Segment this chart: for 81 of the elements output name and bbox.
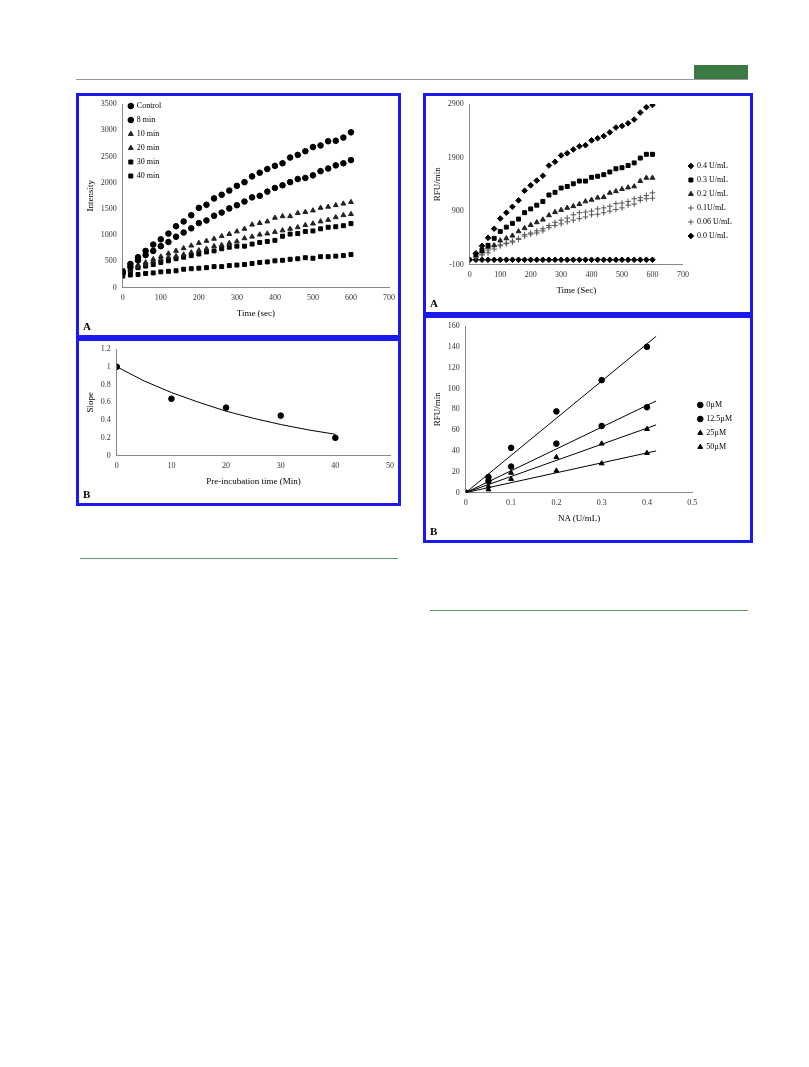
x-tick-label: 0.2 bbox=[551, 498, 562, 508]
y-axis-title: RFU/min bbox=[431, 166, 442, 202]
x-tick-label: 40 bbox=[331, 461, 340, 471]
legend-label: 0.06 U/mL bbox=[696, 217, 733, 227]
x-tick-label: 600 bbox=[344, 293, 357, 303]
y-axis-title: Slope bbox=[84, 392, 95, 413]
legend-label: Control bbox=[136, 101, 163, 111]
x-tick-label: 100 bbox=[154, 293, 167, 303]
legend-label: 30 min bbox=[136, 157, 160, 167]
y-tick-label: 0 bbox=[455, 487, 460, 497]
y-tick-label: 1900 bbox=[447, 152, 464, 162]
y-tick-label: 900 bbox=[451, 206, 464, 216]
y-tick-label: 500 bbox=[104, 256, 117, 266]
y-tick-label: 1000 bbox=[100, 230, 117, 240]
y-tick-label: 160 bbox=[447, 321, 460, 331]
y-tick-label: 2000 bbox=[100, 177, 117, 187]
x-tick-label: 0.4 bbox=[641, 498, 652, 508]
legend-label: 0.1U/mL bbox=[696, 203, 727, 213]
x-tick-label: 50 bbox=[386, 461, 394, 471]
legend-label: 50µM bbox=[706, 442, 727, 452]
y-tick-label: 100 bbox=[447, 383, 460, 393]
y-tick-label: 3500 bbox=[100, 99, 117, 109]
x-tick-label: 30 bbox=[276, 461, 285, 471]
x-tick-label: 100 bbox=[494, 270, 507, 280]
x-tick-label: 300 bbox=[555, 270, 568, 280]
x-tick-label: 200 bbox=[192, 293, 205, 303]
y-tick-label: 2500 bbox=[100, 151, 117, 161]
y-tick-label: 0.8 bbox=[100, 379, 111, 389]
legend-label: 25µM bbox=[706, 428, 727, 438]
x-tick-label: 300 bbox=[230, 293, 243, 303]
x-tick-label: 0.5 bbox=[687, 498, 698, 508]
x-tick-label: 500 bbox=[616, 270, 629, 280]
x-tick-label: 0 bbox=[120, 293, 125, 303]
legend-label: 0.0 U/mL bbox=[696, 231, 729, 241]
x-axis-title: NA (U/mL) bbox=[557, 512, 601, 523]
legend-label: 0.3 U/mL bbox=[696, 175, 729, 185]
x-tick-label: 0.1 bbox=[506, 498, 517, 508]
y-tick-label: 80 bbox=[451, 404, 460, 414]
text: A bbox=[83, 320, 91, 333]
y-tick-label: 0.2 bbox=[100, 432, 111, 442]
y-tick-label: 0 bbox=[112, 282, 117, 292]
y-tick-label: 120 bbox=[447, 362, 460, 372]
x-axis-title: Time (Sec) bbox=[556, 284, 597, 295]
legend-label: 10 min bbox=[136, 129, 160, 139]
legend-label: 0.2 U/mL bbox=[696, 189, 729, 199]
x-tick-label: 700 bbox=[383, 293, 395, 303]
x-axis-title: Pre-incubation time (Min) bbox=[206, 475, 301, 486]
y-tick-label: 60 bbox=[451, 425, 460, 435]
y-tick-label: 1500 bbox=[100, 204, 117, 214]
y-tick-label: 0.4 bbox=[100, 415, 111, 425]
x-tick-label: 700 bbox=[676, 270, 689, 280]
y-tick-label: 1 bbox=[106, 361, 111, 371]
x-tick-label: 600 bbox=[646, 270, 659, 280]
legend-label: 20 min bbox=[136, 143, 160, 153]
y-tick-label: 40 bbox=[451, 446, 460, 456]
x-tick-label: 0.3 bbox=[596, 498, 607, 508]
legend-label: 0µM bbox=[706, 400, 723, 410]
y-tick-label: 0.6 bbox=[100, 397, 111, 407]
y-tick-label: 2900 bbox=[447, 99, 464, 109]
y-axis-title: Intensity bbox=[84, 179, 95, 212]
y-tick-label: 140 bbox=[447, 341, 460, 351]
x-tick-label: 200 bbox=[524, 270, 537, 280]
x-tick-label: 400 bbox=[268, 293, 281, 303]
legend-label: 0.4 U/mL bbox=[696, 161, 729, 171]
y-tick-label: -100 bbox=[449, 259, 464, 269]
y-tick-label: 1.2 bbox=[100, 344, 111, 354]
x-tick-label: 10 bbox=[167, 461, 176, 471]
text: B bbox=[83, 488, 91, 501]
y-axis-title: RFU/min bbox=[431, 391, 442, 427]
y-tick-label: 0 bbox=[106, 450, 111, 460]
text: B bbox=[430, 525, 438, 538]
x-tick-label: 400 bbox=[585, 270, 598, 280]
y-tick-label: 3000 bbox=[100, 125, 117, 135]
legend-label: 8 min bbox=[136, 115, 156, 125]
text: A bbox=[430, 297, 438, 310]
x-tick-label: 500 bbox=[306, 293, 319, 303]
x-tick-label: 0 bbox=[467, 270, 472, 280]
x-tick-label: 20 bbox=[222, 461, 231, 471]
legend-label: 40 min bbox=[136, 171, 160, 181]
x-axis-title: Time (sec) bbox=[236, 307, 276, 318]
legend-label: 12.5µM bbox=[706, 414, 733, 424]
